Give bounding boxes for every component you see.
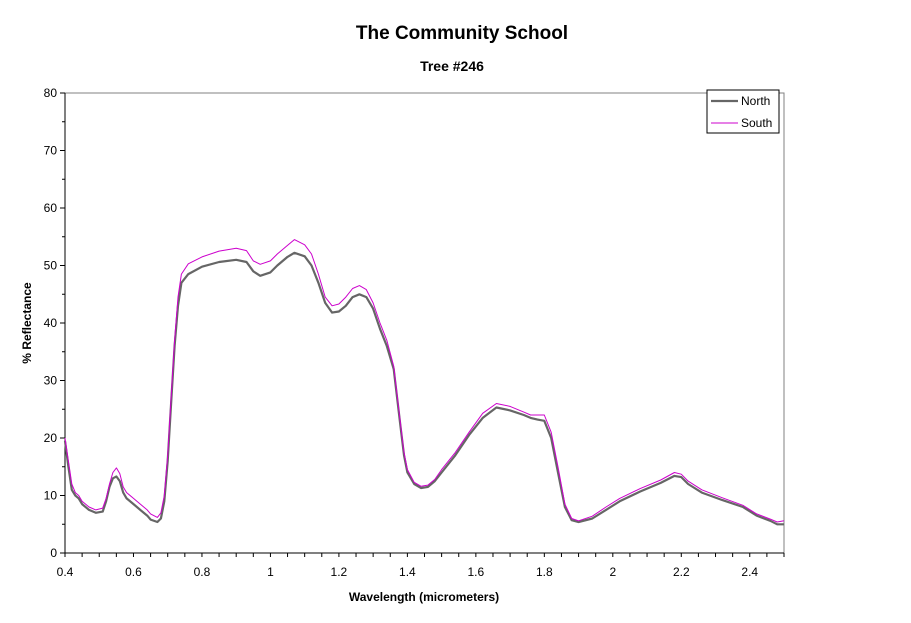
x-axis-label: Wavelength (micrometers) (349, 590, 499, 604)
plot-area (64, 92, 785, 554)
x-axis: 0.4 0.6 0.8 1 1.2 1.4 1.6 1.8 2 2.2 2.4 (57, 552, 785, 579)
chart-subtitle: Tree #246 (420, 58, 484, 74)
y-axis-label: % Reflectance (20, 282, 34, 364)
series-line-south (64, 239, 785, 523)
x-tick-label: 0.8 (194, 565, 211, 579)
y-tick-label: 70 (44, 144, 58, 158)
y-tick-label: 0 (50, 546, 57, 560)
y-tick-label: 20 (44, 431, 58, 445)
series-layer (63, 239, 785, 526)
legend: North South (706, 89, 780, 134)
legend-south-label: South (741, 116, 772, 130)
x-tick-label: 1.2 (331, 565, 348, 579)
x-tick-label: 1.4 (399, 565, 416, 579)
x-tick-label: 1.6 (468, 565, 485, 579)
legend-box (706, 89, 780, 134)
y-tick-label: 40 (44, 316, 58, 330)
series-line-north (63, 251, 784, 526)
y-tick-label: 10 (44, 489, 58, 503)
legend-north-label: North (741, 94, 770, 108)
y-tick-label: 50 (44, 259, 58, 273)
x-tick-label: 2 (609, 565, 616, 579)
x-tick-label: 0.6 (125, 565, 142, 579)
x-tick-label: 2.2 (673, 565, 690, 579)
y-axis: 0 10 20 30 40 50 60 70 80 (44, 86, 66, 560)
y-tick-label: 30 (44, 374, 58, 388)
y-tick-label: 60 (44, 201, 58, 215)
x-tick-label: 1 (267, 565, 274, 579)
chart-title: The Community School (356, 23, 568, 44)
x-tick-label: 1.8 (536, 565, 553, 579)
x-tick-label: 0.4 (57, 565, 74, 579)
x-tick-label: 2.4 (741, 565, 758, 579)
y-tick-label: 80 (44, 86, 58, 100)
